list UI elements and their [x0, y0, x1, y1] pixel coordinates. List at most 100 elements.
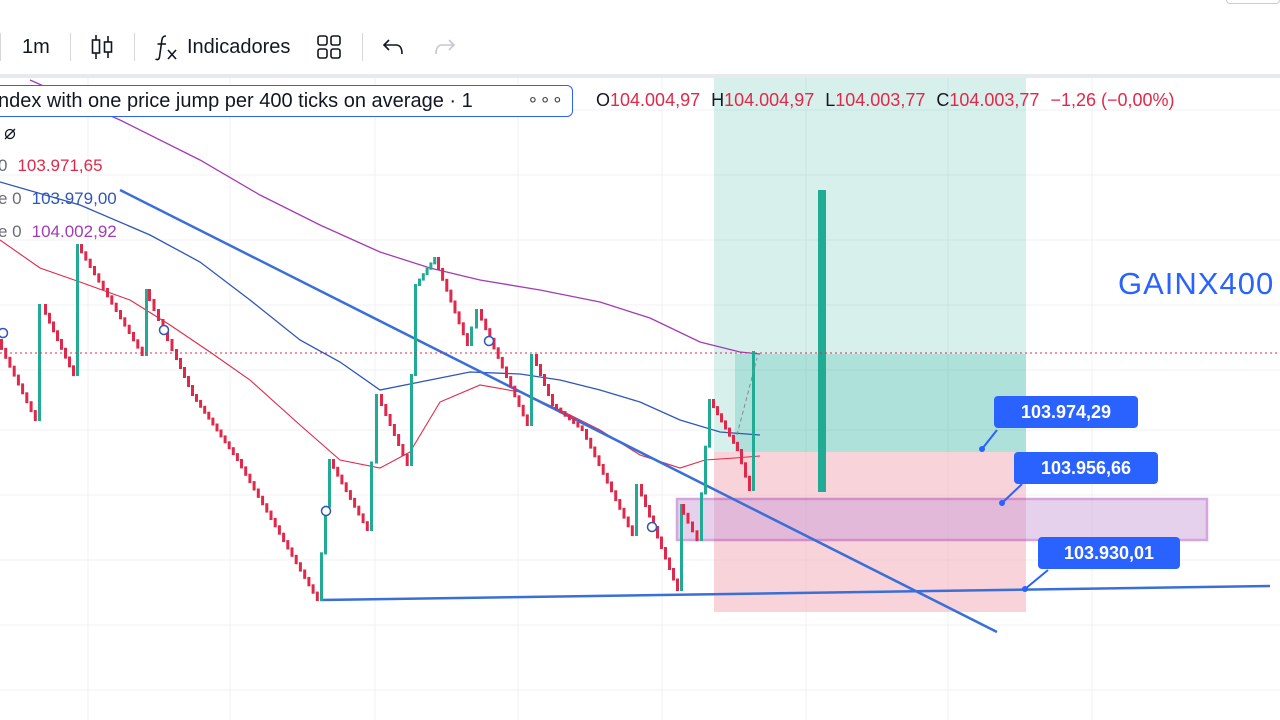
bear-candle — [593, 446, 597, 458]
bear-candle — [380, 394, 383, 406]
bear-candle — [401, 444, 405, 456]
bear-candle — [732, 434, 735, 444]
undo-icon — [382, 39, 403, 55]
bear-candle — [123, 317, 127, 327]
bear-candle — [152, 299, 156, 311]
chart-pane[interactable] — [0, 78, 1280, 720]
bear-candle — [166, 329, 169, 341]
bear-candle — [664, 547, 667, 560]
bull-candle — [433, 257, 437, 265]
bear-candle — [80, 244, 83, 254]
bear-candle — [517, 395, 521, 407]
pivot-marker — [0, 327, 9, 339]
bear-candle — [0, 339, 3, 350]
bear-candle — [29, 401, 33, 413]
toolbar-divider — [0, 33, 1, 61]
candles-icon — [91, 35, 113, 59]
bear-candle — [110, 295, 114, 305]
bull-candle — [635, 484, 638, 536]
entry-pointer — [1001, 483, 1023, 504]
bear-candle — [640, 484, 643, 497]
entry-price-label[interactable]: 103.956,66 — [1014, 452, 1158, 484]
chart-type-button[interactable] — [90, 28, 114, 66]
horizontal-support-line — [319, 584, 1271, 602]
bear-candle — [736, 441, 739, 451]
bear-candle — [505, 366, 508, 379]
bear-candle — [106, 288, 109, 298]
bear-candle — [207, 411, 211, 420]
bear-candle — [286, 540, 290, 550]
bull-candle — [475, 309, 478, 329]
bull-candle — [421, 273, 425, 281]
bear-candle — [618, 499, 622, 510]
bear-candle — [559, 407, 563, 414]
ma-blue-line — [0, 181, 761, 436]
bear-candle — [119, 310, 122, 320]
undo-button[interactable] — [382, 28, 404, 66]
bear-candle — [748, 475, 751, 491]
layout-button[interactable] — [317, 28, 341, 66]
bull-candle — [708, 399, 711, 448]
indicator-row-purple[interactable]: e 0 104.002,92 — [0, 222, 117, 242]
indicator-row-red[interactable]: 0 103.971,65 — [0, 156, 103, 176]
take-profit-label[interactable]: 103.974,29 — [994, 396, 1138, 428]
bear-candle — [235, 453, 239, 461]
bear-candle — [668, 557, 671, 570]
bull-candle — [530, 354, 533, 426]
eye-off-icon[interactable] — [2, 126, 18, 142]
bear-candle — [187, 376, 190, 387]
bear-candle — [648, 505, 651, 518]
indicator-prefix: e 0 — [0, 189, 22, 208]
open-value: 104.004,97 — [610, 90, 701, 110]
bear-candle — [492, 337, 496, 350]
bear-candle — [572, 418, 576, 424]
indicator-value: 103.971,65 — [17, 156, 103, 175]
bull-candle — [414, 284, 417, 376]
indicators-button[interactable]: Indicadores — [154, 28, 290, 66]
more-dots-icon[interactable]: ∘∘∘ — [527, 89, 564, 109]
bear-candle — [597, 455, 601, 467]
bull-candle — [370, 461, 373, 531]
bear-candle — [56, 330, 59, 342]
bear-candle — [388, 414, 392, 426]
symbol-legend[interactable]: ndex with one price jump per 400 ticks o… — [0, 85, 573, 117]
stop-loss-label[interactable]: 103.930,01 — [1038, 537, 1180, 569]
ohlc-readout: O104.004,97 H104.004,97 L104.003,77 C104… — [596, 90, 1175, 111]
bear-candle — [453, 300, 457, 314]
bear-candle — [543, 374, 546, 386]
bear-candle — [199, 399, 203, 408]
bear-candle — [215, 423, 219, 432]
bear-candle — [480, 309, 483, 321]
bear-candle — [269, 510, 273, 520]
bear-candle — [114, 302, 118, 312]
bull-candle — [418, 278, 421, 286]
bear-candle — [227, 441, 231, 450]
bear-candle — [282, 532, 286, 543]
bear-candle — [728, 427, 731, 437]
bear-candle — [240, 459, 243, 469]
bear-candle — [33, 410, 37, 421]
bear-candle — [744, 462, 747, 478]
low-value: 104.003,77 — [835, 90, 926, 110]
redo-button[interactable] — [434, 28, 456, 66]
bear-candle — [461, 322, 465, 336]
bear-candle — [277, 525, 281, 535]
bear-candle — [724, 420, 727, 430]
indicator-row-blue[interactable]: e 0 103.979,00 — [0, 189, 117, 209]
bear-candle — [244, 466, 248, 476]
bear-candle — [348, 490, 352, 500]
stop-loss-anchor — [1022, 586, 1028, 592]
bear-candle — [539, 364, 542, 376]
interval-button[interactable]: 1m — [22, 28, 50, 66]
bear-candle — [614, 490, 618, 502]
bear-candle — [626, 516, 630, 528]
bear-candle — [195, 394, 198, 402]
bear-candle — [525, 414, 529, 426]
bear-candle — [16, 374, 20, 386]
close-value: 104.003,77 — [949, 90, 1040, 110]
bear-candle — [585, 429, 588, 440]
high-value: 104.004,97 — [724, 90, 815, 110]
take-profit-anchor — [979, 446, 985, 452]
take-profit-pointer — [981, 429, 998, 450]
bear-candle — [509, 376, 513, 388]
